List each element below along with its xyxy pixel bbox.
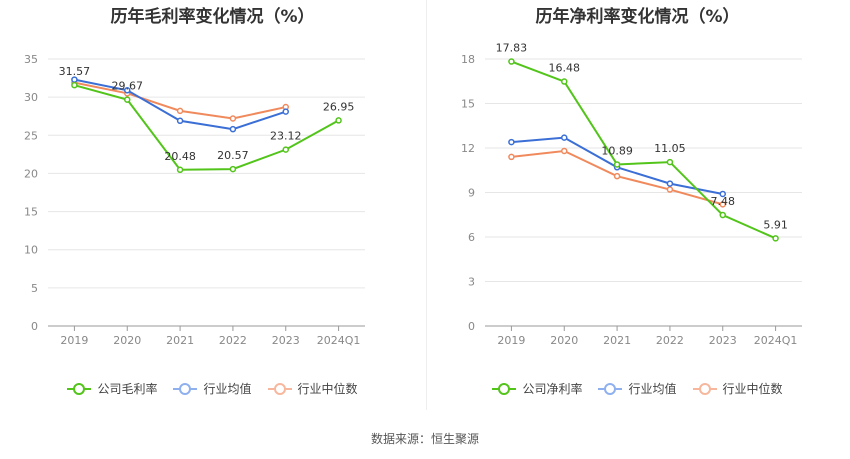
- data-point: [613, 172, 621, 180]
- y-tick-label: 15: [24, 206, 38, 219]
- data-point: [508, 58, 515, 65]
- data-label: 17.83: [496, 42, 528, 55]
- x-tick-label: 2023: [272, 334, 300, 347]
- data-point: [772, 235, 779, 242]
- data-label: 10.89: [601, 144, 633, 157]
- y-tick-label: 5: [31, 282, 38, 295]
- gross-margin-chart: 0 5 10 15 20 25 30 35 2019 2020 2021 2022 2023 2024Q1…: [24, 53, 365, 347]
- legend-label: 行业中位数: [722, 382, 783, 396]
- legend-label: 公司毛利率: [97, 382, 158, 396]
- x-tick-label: 2019: [497, 334, 525, 347]
- y-tick-label: 0: [31, 320, 38, 333]
- legend-item-industry-mean[interactable]: 行业均值: [598, 380, 677, 397]
- x-tick-label: 2020: [550, 334, 578, 347]
- x-tick-label: 2022: [656, 334, 684, 347]
- chart-title: 历年毛利率变化情况（%）: [110, 7, 315, 27]
- panel-divider: [426, 0, 427, 410]
- data-source: 数据来源：恒生聚源: [370, 432, 479, 446]
- data-point: [666, 186, 674, 193]
- data-point: [613, 161, 621, 168]
- data-point: [229, 115, 237, 122]
- data-label: 16.48: [549, 62, 581, 75]
- data-point: [176, 166, 184, 174]
- data-point: [719, 201, 726, 208]
- x-tick-label: 2024Q1: [317, 334, 361, 347]
- data-point: [124, 87, 131, 94]
- legend-item-industry-mean[interactable]: 行业均值: [173, 380, 252, 397]
- data-label: 5.91: [763, 218, 788, 231]
- data-label: 11.05: [654, 142, 686, 155]
- y-tick-label: 15: [461, 98, 475, 111]
- y-tick-label: 18: [461, 53, 475, 66]
- x-tick-label: 2022: [219, 334, 247, 347]
- data-point: [508, 138, 515, 146]
- x-tick-label: 2021: [166, 334, 194, 347]
- legend-line-icon: [267, 382, 292, 395]
- x-tick-label: 2019: [60, 334, 88, 347]
- legend-line-icon: [492, 382, 517, 395]
- x-tick-label: 2024Q1: [754, 334, 798, 347]
- data-label: 7.48: [711, 195, 736, 208]
- legend-label: 行业均值: [203, 382, 252, 396]
- y-tick-label: 20: [24, 167, 38, 180]
- data-point: [561, 134, 568, 141]
- legend-line-icon: [67, 382, 92, 395]
- chart-title: 历年净利率变化情况（%）: [535, 7, 740, 27]
- data-point: [124, 96, 131, 103]
- legend-label: 行业均值: [628, 382, 677, 396]
- legend-item-company[interactable]: 公司毛利率: [67, 380, 157, 397]
- data-label: 23.12: [270, 130, 302, 143]
- data-label: 29.67: [112, 80, 144, 93]
- x-tick-label: 2021: [603, 334, 631, 347]
- legend-item-industry-median[interactable]: 行业中位数: [692, 380, 783, 397]
- data-label: 20.57: [217, 149, 249, 162]
- gross-margin-panel: 历年毛利率变化情况（%） 0 5 10 15 20 25 30 35 2019 2020 2021 2…: [0, 0, 425, 420]
- series-line: [74, 84, 340, 171]
- data-point: [508, 153, 515, 161]
- data-point: [719, 190, 726, 198]
- y-tick-label: 9: [468, 187, 475, 200]
- legend-line-icon: [692, 382, 717, 395]
- legend-line-icon: [598, 382, 623, 395]
- series-line: [511, 60, 776, 240]
- legend: 公司毛利率 行业均值 行业中位数: [0, 380, 425, 397]
- data-point: [335, 117, 342, 124]
- data-point: [229, 165, 237, 173]
- data-label: 26.95: [323, 100, 355, 113]
- y-tick-label: 6: [468, 231, 475, 244]
- net-margin-panel: 历年净利率变化情况（%） 0 3 6 9 12 15 18 2019 2020 2021 2022 2…: [425, 0, 850, 420]
- y-tick-label: 35: [24, 53, 38, 66]
- data-point: [229, 125, 237, 133]
- legend-label: 行业中位数: [297, 382, 358, 396]
- x-tick-label: 2023: [709, 334, 737, 347]
- y-tick-label: 10: [24, 244, 38, 257]
- data-label: 31.57: [59, 65, 91, 78]
- legend-item-company[interactable]: 公司净利率: [492, 380, 582, 397]
- data-point: [176, 117, 184, 125]
- data-point: [666, 158, 674, 166]
- data-point: [719, 211, 726, 219]
- data-point: [282, 108, 289, 115]
- data-point: [561, 78, 568, 85]
- legend: 公司净利率 行业均值 行业中位数: [425, 380, 850, 397]
- net-margin-chart: 0 3 6 9 12 15 18 2019 2020 2021 2022 2023 2024Q1 17.8…: [461, 42, 802, 347]
- data-point: [561, 147, 568, 155]
- data-point: [176, 107, 184, 115]
- y-tick-label: 0: [468, 320, 475, 333]
- x-tick-label: 2020: [113, 334, 141, 347]
- y-tick-label: 12: [461, 142, 475, 155]
- y-tick-label: 25: [24, 129, 38, 142]
- data-point: [666, 180, 674, 187]
- data-label: 20.48: [164, 150, 196, 163]
- legend-label: 公司净利率: [522, 382, 583, 396]
- y-tick-label: 30: [24, 91, 38, 104]
- data-point: [71, 81, 78, 89]
- legend-item-industry-median[interactable]: 行业中位数: [267, 380, 358, 397]
- data-point: [282, 146, 289, 153]
- legend-line-icon: [173, 382, 198, 395]
- y-tick-label: 3: [468, 276, 475, 289]
